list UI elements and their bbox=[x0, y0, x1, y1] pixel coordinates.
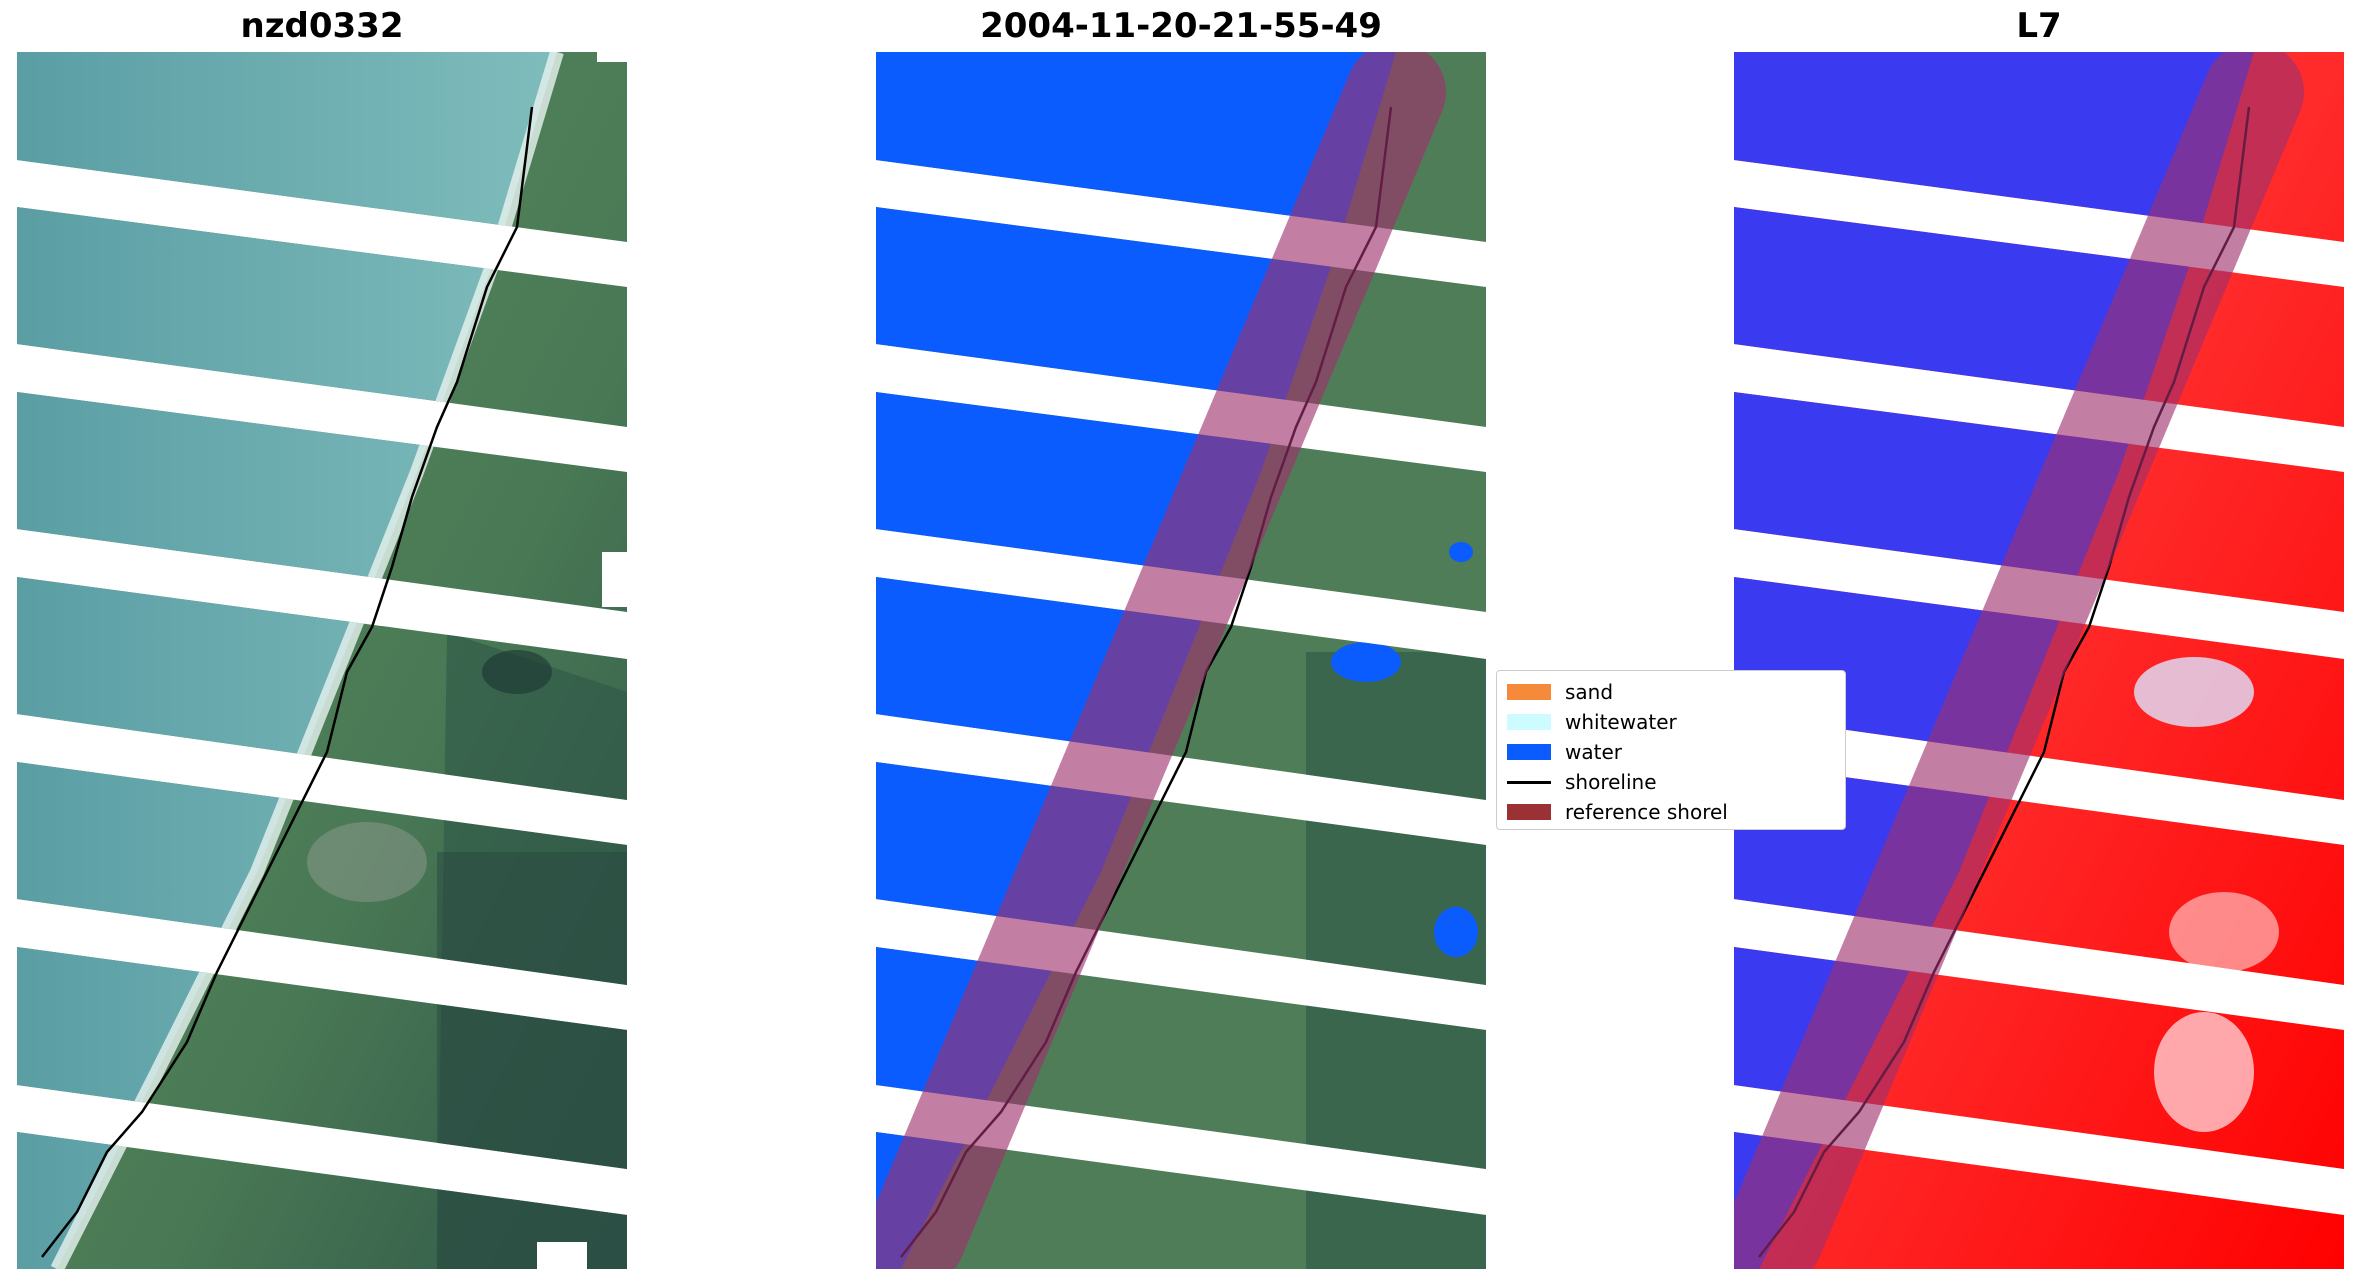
index-image-svg bbox=[1734, 52, 2344, 1269]
legend-item-sand: sand bbox=[1507, 677, 1835, 707]
rgb-satellite-image bbox=[17, 52, 627, 1269]
legend-swatch-sand bbox=[1507, 684, 1551, 700]
panel-title-rgb: nzd0332 bbox=[240, 6, 404, 46]
legend-label: water bbox=[1565, 740, 1622, 764]
legend-label: shoreline bbox=[1565, 770, 1657, 794]
legend-label: sand bbox=[1565, 680, 1614, 704]
legend: sand whitewater water shoreline referenc… bbox=[1496, 670, 1846, 830]
legend-line-shoreline bbox=[1507, 780, 1551, 784]
legend-swatch-whitewater bbox=[1507, 714, 1551, 730]
legend-swatch-reference-shoreline bbox=[1507, 804, 1551, 820]
legend-item-reference-shoreline: reference shorel bbox=[1507, 797, 1835, 827]
reference-shoreline-buffer bbox=[1734, 52, 2304, 1269]
panel-title-index: L7 bbox=[2016, 6, 2062, 46]
legend-label: whitewater bbox=[1565, 710, 1677, 734]
legend-item-whitewater: whitewater bbox=[1507, 707, 1835, 737]
reference-shoreline-buffer bbox=[876, 52, 1446, 1269]
classified-image bbox=[876, 52, 1486, 1269]
panel-title-classified: 2004-11-20-21-55-49 bbox=[980, 6, 1382, 46]
water-index-image bbox=[1734, 52, 2344, 1269]
rgb-image-svg bbox=[17, 52, 627, 1269]
legend-item-water: water bbox=[1507, 737, 1835, 767]
legend-item-shoreline: shoreline bbox=[1507, 767, 1835, 797]
classified-image-svg bbox=[876, 52, 1486, 1269]
legend-swatch-water bbox=[1507, 744, 1551, 760]
legend-label: reference shorel bbox=[1565, 800, 1728, 824]
